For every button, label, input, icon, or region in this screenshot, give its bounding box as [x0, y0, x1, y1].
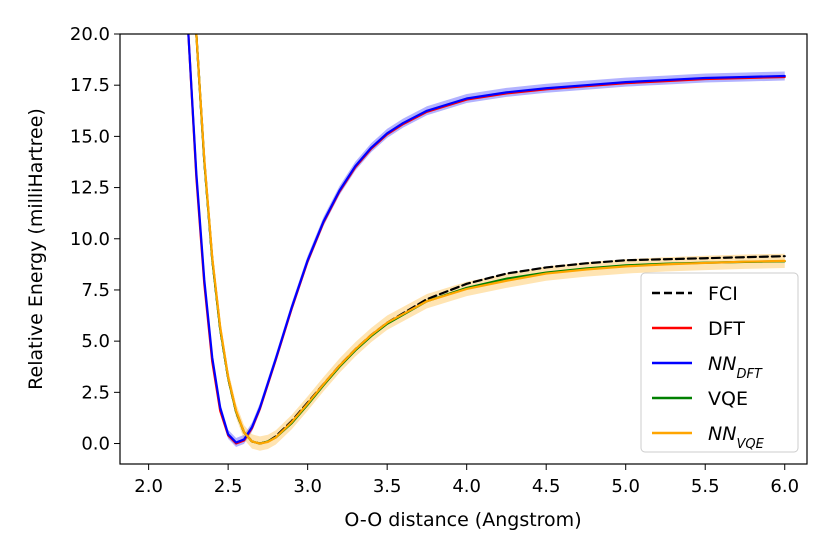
legend-label-fci: FCI	[708, 283, 738, 305]
x-tick-label: 6.0	[770, 476, 799, 497]
legend-label-vqe: VQE	[708, 388, 748, 410]
y-tick-label: 12.5	[70, 178, 110, 199]
y-tick-label: 17.5	[70, 75, 110, 96]
y-tick-label: 10.0	[70, 229, 110, 250]
y-tick-label: 2.5	[81, 382, 110, 403]
legend-label-dft: DFT	[708, 318, 745, 340]
nn-vqe-line	[195, 34, 786, 445]
y-tick-label: 20.0	[70, 24, 110, 45]
x-tick-label: 5.5	[691, 476, 720, 497]
x-tick-label: 2.5	[214, 476, 243, 497]
y-tick-label: 15.0	[70, 126, 110, 147]
legend: FCI DFT NNDFT VQE NNVQE	[640, 272, 799, 453]
x-axis-ticks: 2.0 2.5 3.0 3.5 4.0 4.5 5.0 5.5 6.0	[134, 464, 799, 497]
y-axis-ticks: 0.0 2.5 5.0 7.5 10.0 12.5 15.0 17.5 20.0	[70, 24, 120, 455]
x-tick-label: 5.0	[611, 476, 640, 497]
x-tick-label: 3.0	[293, 476, 322, 497]
y-tick-label: 7.5	[81, 280, 110, 301]
plot-frame	[119, 33, 808, 465]
x-tick-label: 4.5	[532, 476, 561, 497]
x-tick-label: 2.0	[134, 476, 163, 497]
nn-dft-band	[188, 34, 785, 448]
y-tick-label: 0.0	[81, 434, 110, 455]
nn-dft-line	[187, 34, 786, 444]
x-tick-label: 3.5	[373, 476, 402, 497]
x-tick-label: 4.0	[452, 476, 481, 497]
legend-box	[640, 272, 799, 453]
legend-label-nn-vqe: NNVQE	[708, 423, 765, 452]
y-tick-label: 5.0	[81, 331, 110, 352]
y-axis-label: Relative Energy (milliHartree)	[25, 108, 47, 390]
x-axis-label: O-O distance (Angstrom)	[344, 509, 581, 531]
series-lines	[187, 34, 786, 445]
legend-label-nn-dft: NNDFT	[708, 353, 763, 382]
uncertainty-bands	[188, 34, 785, 451]
